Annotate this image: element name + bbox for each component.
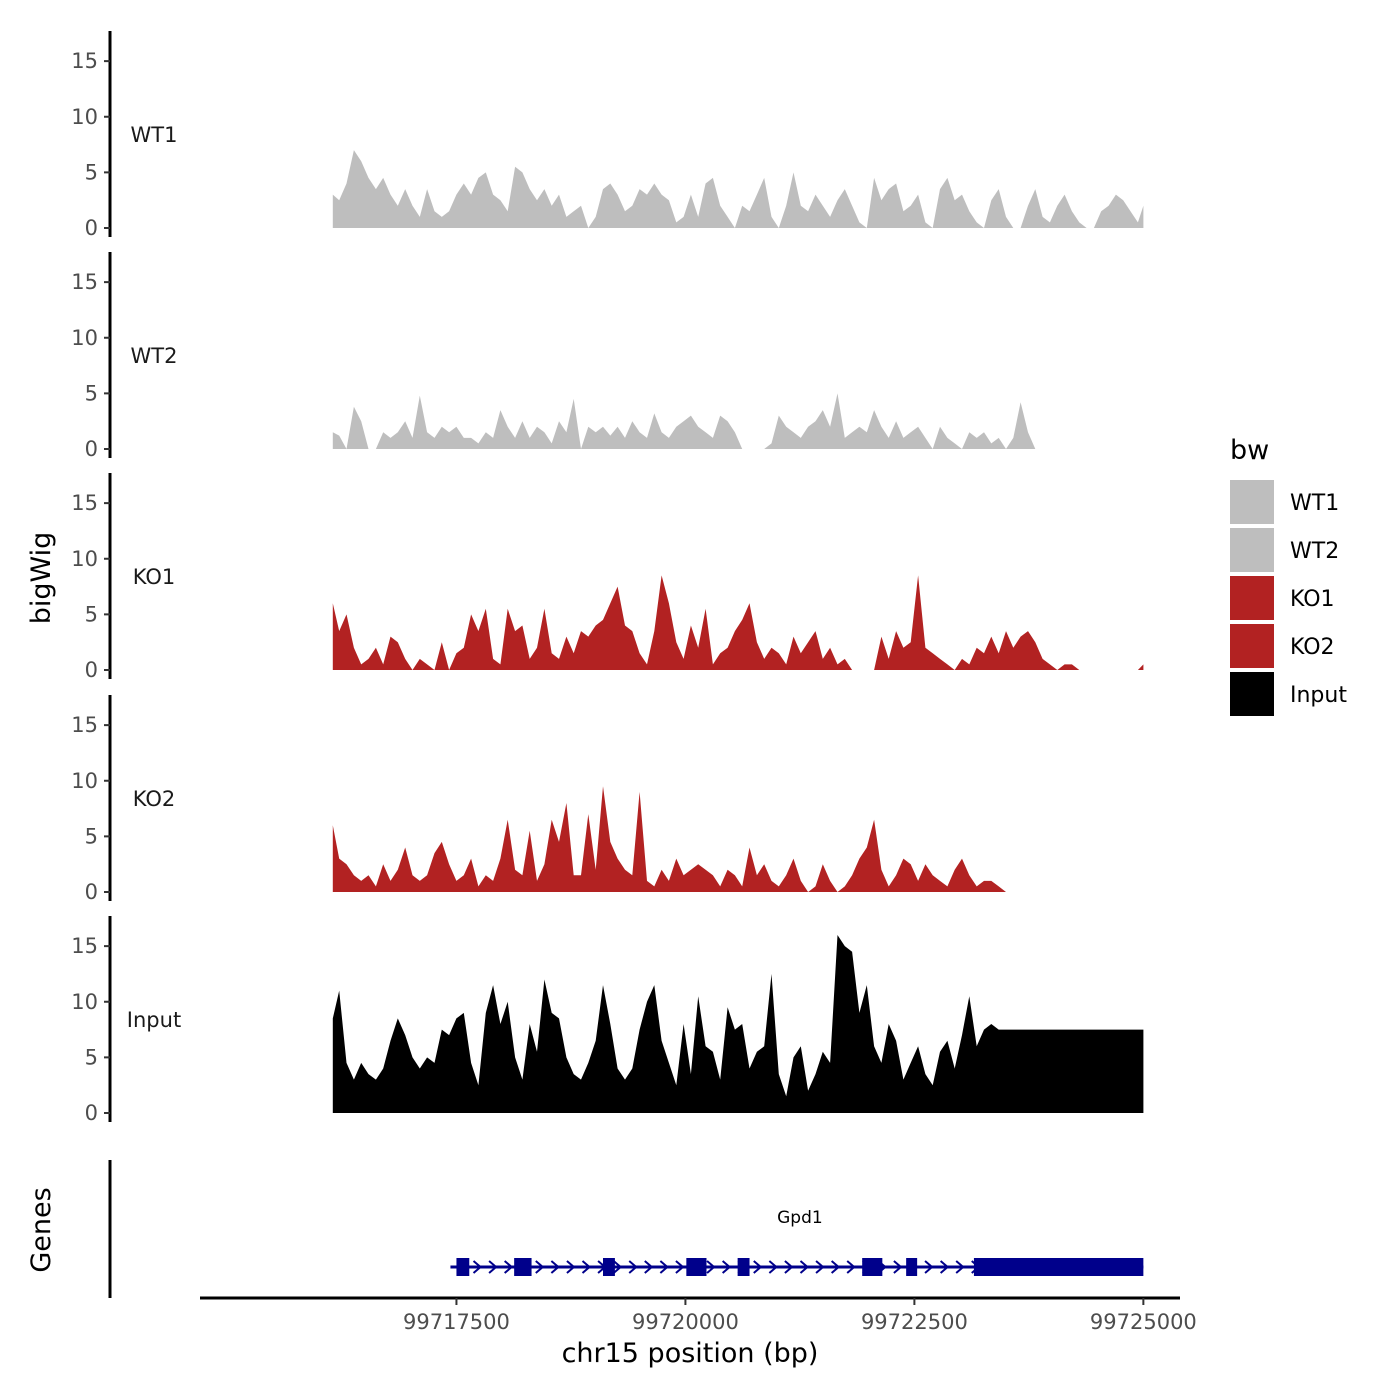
legend-label-wt2: WT2 <box>1290 539 1339 564</box>
strand-arrow <box>566 1260 576 1274</box>
panel-ko2: 0 5 10 15 KO2 <box>71 695 1144 904</box>
y-tick-label: 5 <box>85 602 98 626</box>
strand-arrow <box>659 1260 669 1274</box>
legend-title: bw <box>1230 435 1269 466</box>
strand-arrow <box>893 1260 903 1274</box>
strand-arrow <box>955 1260 965 1274</box>
y-tick-label: 0 <box>85 880 98 904</box>
gene-track: Gpd1 <box>108 1160 1144 1298</box>
series-area-wt1 <box>332 150 1144 228</box>
strand-arrow <box>830 1260 841 1274</box>
exon <box>686 1258 707 1276</box>
strand-arrow <box>768 1260 778 1274</box>
y-axis-title: bigWig <box>26 532 57 625</box>
strand-arrow <box>472 1260 483 1274</box>
strand-arrow <box>535 1260 545 1274</box>
exon <box>973 1258 1144 1276</box>
strand-arrow <box>628 1260 638 1274</box>
series-area-wt2 <box>332 393 1144 449</box>
y-tick-label: 10 <box>71 990 98 1014</box>
legend-label-ko2: KO2 <box>1290 635 1335 660</box>
strand-arrow <box>706 1260 716 1274</box>
strand-arrow <box>675 1260 685 1274</box>
legend-swatch-ko1 <box>1230 576 1274 620</box>
y-tick-label: 5 <box>85 824 98 848</box>
series-area-input <box>332 935 1144 1113</box>
exon <box>514 1258 532 1276</box>
gene-label: Gpd1 <box>777 1208 823 1228</box>
exon <box>456 1258 470 1276</box>
y-tick-label: 0 <box>85 658 98 682</box>
strand-arrow <box>753 1260 763 1274</box>
panel-wt1: 0 5 10 15 WT1 <box>71 31 1144 240</box>
y-tick-label: 10 <box>71 769 98 793</box>
y-tick-label: 5 <box>85 381 98 405</box>
y-tick-label: 5 <box>85 160 98 184</box>
x-tick-label: 99720000 <box>632 1310 739 1334</box>
panel-label-ko2: KO2 <box>133 787 176 811</box>
strand-arrow <box>784 1260 794 1274</box>
strand-arrow <box>846 1260 856 1274</box>
strand-arrow <box>939 1260 950 1274</box>
y-tick-label: 15 <box>71 270 98 294</box>
strand-arrow <box>504 1260 514 1274</box>
strand-arrow <box>581 1260 592 1274</box>
y-tick-label: 0 <box>85 216 98 240</box>
strand-arrow <box>612 1260 623 1274</box>
legend: bw WT1 WT2 KO1 KO2 Input <box>1230 435 1347 716</box>
legend-label-ko1: KO1 <box>1290 587 1335 612</box>
y-tick-label: 10 <box>71 326 98 350</box>
legend-label-wt1: WT1 <box>1290 491 1339 516</box>
legend-swatch-ko2 <box>1230 624 1274 668</box>
panel-label-ko1: KO1 <box>133 565 176 589</box>
y-tick-label: 0 <box>85 437 98 461</box>
y-tick-label: 5 <box>85 1045 98 1069</box>
panel-wt2: 0 5 10 15 WT2 <box>71 252 1144 461</box>
series-area-ko1 <box>332 575 1144 670</box>
y-tick-label: 15 <box>71 934 98 958</box>
x-tick-label: 99722500 <box>861 1310 968 1334</box>
x-axis: 99717500 99720000 99722500 99725000 <box>200 1296 1197 1334</box>
strand-arrow <box>488 1260 498 1274</box>
gene-track-title: Genes <box>26 1187 57 1272</box>
y-tick-label: 15 <box>71 491 98 515</box>
exon <box>737 1258 750 1276</box>
strand-arrow <box>924 1260 934 1274</box>
strand-arrow <box>815 1260 825 1274</box>
exon <box>602 1258 615 1276</box>
legend-swatch-wt1 <box>1230 480 1274 524</box>
y-tick-label: 10 <box>71 105 98 129</box>
track-panels: 0 5 10 15 WT1 0 5 10 15 WT2 0 5 10 15 KO1 0 5 10 15 KO2 0 5 10… <box>71 31 1144 1125</box>
strand-arrow <box>550 1260 560 1274</box>
panel-input: 0 5 10 15 Input <box>71 916 1144 1125</box>
x-axis-title: chr15 position (bp) <box>562 1338 819 1369</box>
legend-label-input: Input <box>1290 683 1347 708</box>
series-area-ko2 <box>332 786 1144 892</box>
y-tick-label: 10 <box>71 547 98 571</box>
panel-label-wt2: WT2 <box>131 344 178 368</box>
exon <box>906 1258 918 1276</box>
panel-label-wt1: WT1 <box>131 123 178 147</box>
strand-arrow <box>799 1260 810 1274</box>
strand-arrow <box>721 1260 732 1274</box>
legend-swatch-input <box>1230 672 1274 716</box>
y-tick-label: 0 <box>85 1101 98 1125</box>
panel-ko1: 0 5 10 15 KO1 <box>71 473 1144 682</box>
y-tick-label: 15 <box>71 49 98 73</box>
x-tick-label: 99717500 <box>403 1310 510 1334</box>
legend-swatch-wt2 <box>1230 528 1274 572</box>
panel-label-input: Input <box>127 1008 181 1032</box>
y-tick-label: 15 <box>71 713 98 737</box>
strand-arrow <box>644 1260 654 1274</box>
exon <box>862 1258 883 1276</box>
x-tick-label: 99725000 <box>1090 1310 1197 1334</box>
